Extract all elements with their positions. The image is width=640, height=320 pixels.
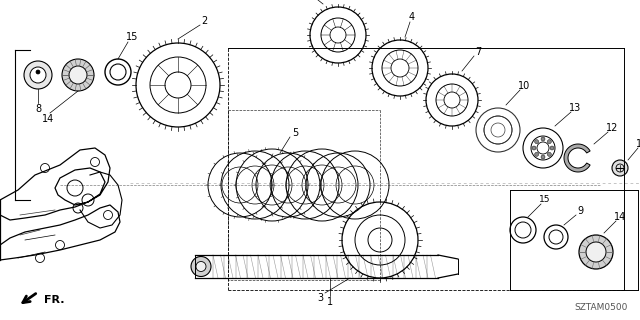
Circle shape bbox=[30, 67, 46, 83]
Circle shape bbox=[69, 66, 87, 84]
Text: 3: 3 bbox=[317, 293, 323, 303]
Text: 7: 7 bbox=[475, 47, 481, 57]
Text: 15: 15 bbox=[540, 196, 551, 204]
Text: 9: 9 bbox=[577, 206, 583, 216]
Text: 11: 11 bbox=[636, 139, 640, 149]
Text: FR.: FR. bbox=[44, 295, 65, 305]
Text: 12: 12 bbox=[606, 123, 618, 133]
Text: 14: 14 bbox=[614, 212, 626, 222]
Circle shape bbox=[612, 160, 628, 176]
Circle shape bbox=[196, 261, 206, 271]
Circle shape bbox=[534, 152, 539, 156]
Text: 1: 1 bbox=[327, 297, 333, 307]
Circle shape bbox=[532, 146, 536, 150]
Text: 14: 14 bbox=[42, 114, 54, 124]
Circle shape bbox=[547, 140, 552, 144]
Text: 15: 15 bbox=[126, 32, 138, 42]
Circle shape bbox=[541, 155, 545, 159]
Circle shape bbox=[541, 137, 545, 141]
Circle shape bbox=[62, 59, 94, 91]
Polygon shape bbox=[564, 144, 590, 172]
Circle shape bbox=[550, 146, 554, 150]
Text: 4: 4 bbox=[409, 12, 415, 22]
Circle shape bbox=[579, 235, 613, 269]
Text: 13: 13 bbox=[569, 103, 581, 113]
Text: 10: 10 bbox=[518, 81, 530, 91]
Circle shape bbox=[36, 70, 40, 74]
Circle shape bbox=[24, 61, 52, 89]
Circle shape bbox=[586, 242, 606, 262]
Text: 5: 5 bbox=[292, 128, 298, 138]
Text: 8: 8 bbox=[35, 104, 41, 114]
Circle shape bbox=[191, 257, 211, 276]
Circle shape bbox=[547, 152, 552, 156]
Text: SZTAM0500: SZTAM0500 bbox=[575, 303, 628, 312]
Text: 2: 2 bbox=[201, 16, 207, 26]
Circle shape bbox=[534, 140, 539, 144]
